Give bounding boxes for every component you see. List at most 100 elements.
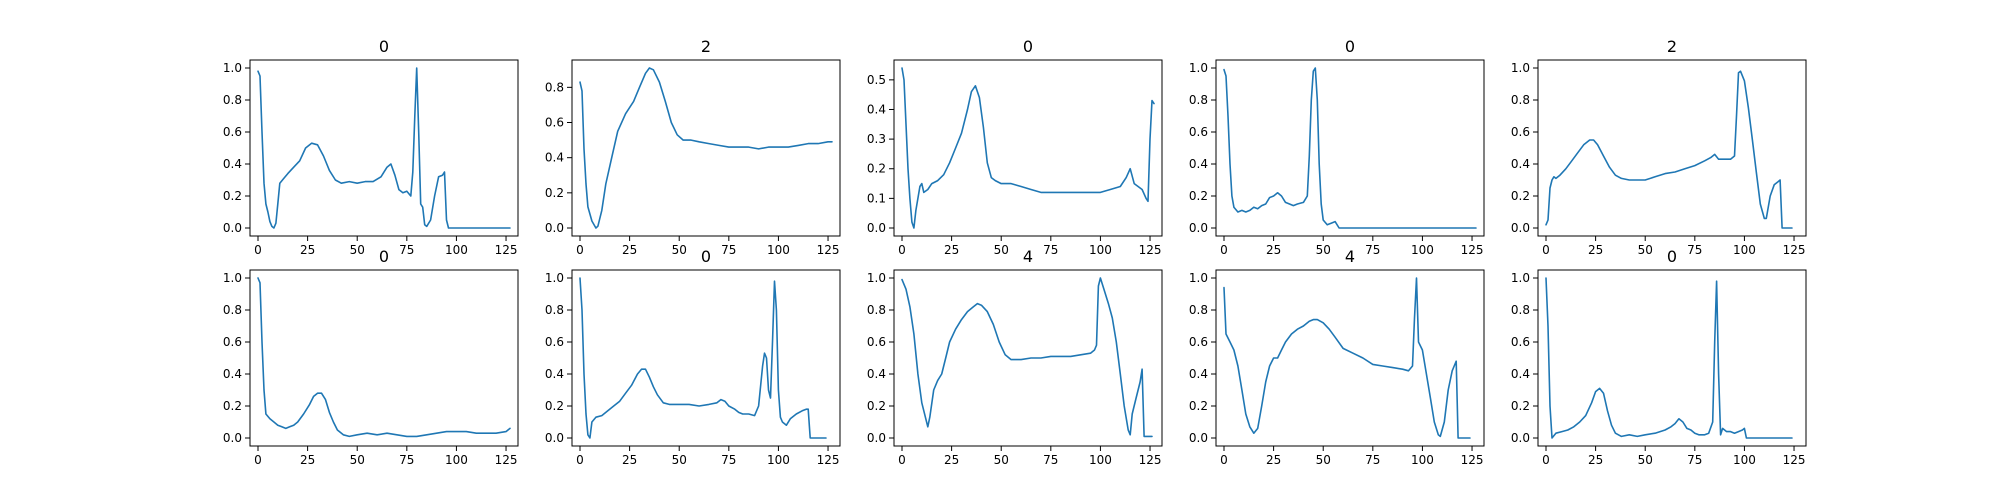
y-tick-label: 0.8 [223,303,242,317]
x-tick-label: 25 [622,243,637,257]
x-tick-label: 50 [350,243,365,257]
subplot-title: 2 [701,37,711,56]
y-tick-label: 0.4 [1511,157,1530,171]
x-tick-label: 50 [350,453,365,467]
y-tick-label: 0.2 [1189,189,1208,203]
subplot-1: 0 0 25 50 75 100 125 0.0 0.2 0.4 0.6 0.8 1.0 [223,37,519,257]
subplot-title: 2 [1667,37,1677,56]
y-tick-label: 0.6 [545,116,564,130]
axes-frame [249,269,519,447]
y-tick-label: 0.2 [867,399,886,413]
subplot-title: 4 [1345,247,1355,266]
series-line [1545,277,1793,439]
series-line [579,67,833,229]
y-tick-label: 0.2 [867,162,886,176]
y-tick-label: 0.0 [1511,221,1530,235]
y-tick-label: 0.8 [1511,303,1530,317]
x-tick-label: 50 [1316,453,1331,467]
series-line [901,277,1153,438]
y-tick-label: 0.2 [223,189,242,203]
x-tick-label: 0 [1542,243,1550,257]
x-tick-label: 0 [576,453,584,467]
x-tick-label: 75 [1043,453,1058,467]
x-tick-label: 125 [817,453,840,467]
axes-frame [893,59,1163,237]
x-tick-label: 100 [1733,453,1756,467]
subplot-title: 0 [701,247,711,266]
y-tick-label: 0.0 [223,431,242,445]
y-tick-label: 0.0 [545,431,564,445]
y-tick-label: 1.0 [223,271,242,285]
subplot-2: 2 0 25 50 75 100 125 0.0 0.2 0.4 0.6 0.8 [545,37,841,257]
x-tick-label: 25 [300,243,315,257]
y-tick-label: 0.0 [545,221,564,235]
y-tick-label: 0.6 [545,335,564,349]
series-line [579,277,827,439]
y-tick-label: 0.0 [867,431,886,445]
x-tick-label: 125 [1461,453,1484,467]
x-tick-label: 0 [898,453,906,467]
subplot-5: 2 0 25 50 75 100 125 0.0 0.2 0.4 0.6 0.8 1.0 [1511,37,1807,257]
y-tick-label: 0.8 [867,303,886,317]
x-tick-label: 75 [1687,453,1702,467]
x-tick-label: 125 [1461,243,1484,257]
x-tick-label: 25 [944,243,959,257]
y-tick-label: 0.2 [1511,399,1530,413]
y-tick-label: 1.0 [1189,271,1208,285]
x-tick-label: 125 [817,243,840,257]
y-tick-label: 0.2 [223,399,242,413]
y-tick-label: 0.1 [867,191,886,205]
subplot-title: 0 [1667,247,1677,266]
axes-frame [571,59,841,237]
x-tick-label: 100 [1089,243,1112,257]
x-tick-label: 75 [1365,453,1380,467]
x-tick-label: 0 [898,243,906,257]
y-tick-label: 0.0 [1511,431,1530,445]
x-tick-label: 25 [1266,453,1281,467]
subplot-3: 0 0 25 50 75 100 125 0.0 0.1 0.2 0.3 0.4 0.5 [867,37,1163,257]
y-tick-label: 1.0 [867,271,886,285]
subplot-6: 0 0 25 50 75 100 125 0.0 0.2 0.4 0.6 0.8 1.0 [223,247,519,467]
y-tick-label: 0.2 [545,186,564,200]
y-tick-label: 0.4 [1189,157,1208,171]
series-line [257,277,511,438]
axes-frame [1215,59,1485,237]
x-tick-label: 75 [399,243,414,257]
y-tick-label: 0.0 [867,221,886,235]
y-tick-label: 0.4 [867,367,886,381]
axes-frame [249,59,519,237]
subplot-title: 0 [1023,37,1033,56]
x-tick-label: 125 [1783,243,1806,257]
y-tick-label: 0.0 [223,221,242,235]
series-line [257,67,511,229]
y-tick-label: 0.0 [1189,221,1208,235]
x-tick-label: 125 [1783,453,1806,467]
y-tick-label: 0.4 [1511,367,1530,381]
x-tick-label: 100 [445,453,468,467]
x-tick-label: 25 [622,453,637,467]
y-tick-label: 1.0 [1511,61,1530,75]
x-tick-label: 50 [1316,243,1331,257]
x-tick-label: 50 [1638,453,1653,467]
y-tick-label: 0.4 [1189,367,1208,381]
axes-frame [1215,269,1485,447]
y-tick-label: 0.4 [545,367,564,381]
x-tick-label: 0 [1220,453,1228,467]
axes-frame [571,269,841,447]
subplot-7: 0 0 25 50 75 100 125 0.0 0.2 0.4 0.6 0.8 1.0 [545,247,841,467]
y-tick-label: 0.2 [545,399,564,413]
subplot-4: 0 0 25 50 75 100 125 0.0 0.2 0.4 0.6 0.8 1.0 [1189,37,1485,257]
subplot-title: 0 [379,247,389,266]
x-tick-label: 0 [254,453,262,467]
x-tick-label: 25 [1266,243,1281,257]
y-tick-label: 0.4 [867,102,886,116]
y-tick-label: 0.8 [223,93,242,107]
x-tick-label: 125 [1139,453,1162,467]
y-tick-label: 1.0 [223,61,242,75]
y-tick-label: 0.8 [545,303,564,317]
y-tick-label: 0.8 [1189,93,1208,107]
x-tick-label: 25 [1588,453,1603,467]
y-tick-label: 1.0 [1189,61,1208,75]
x-tick-label: 50 [672,453,687,467]
